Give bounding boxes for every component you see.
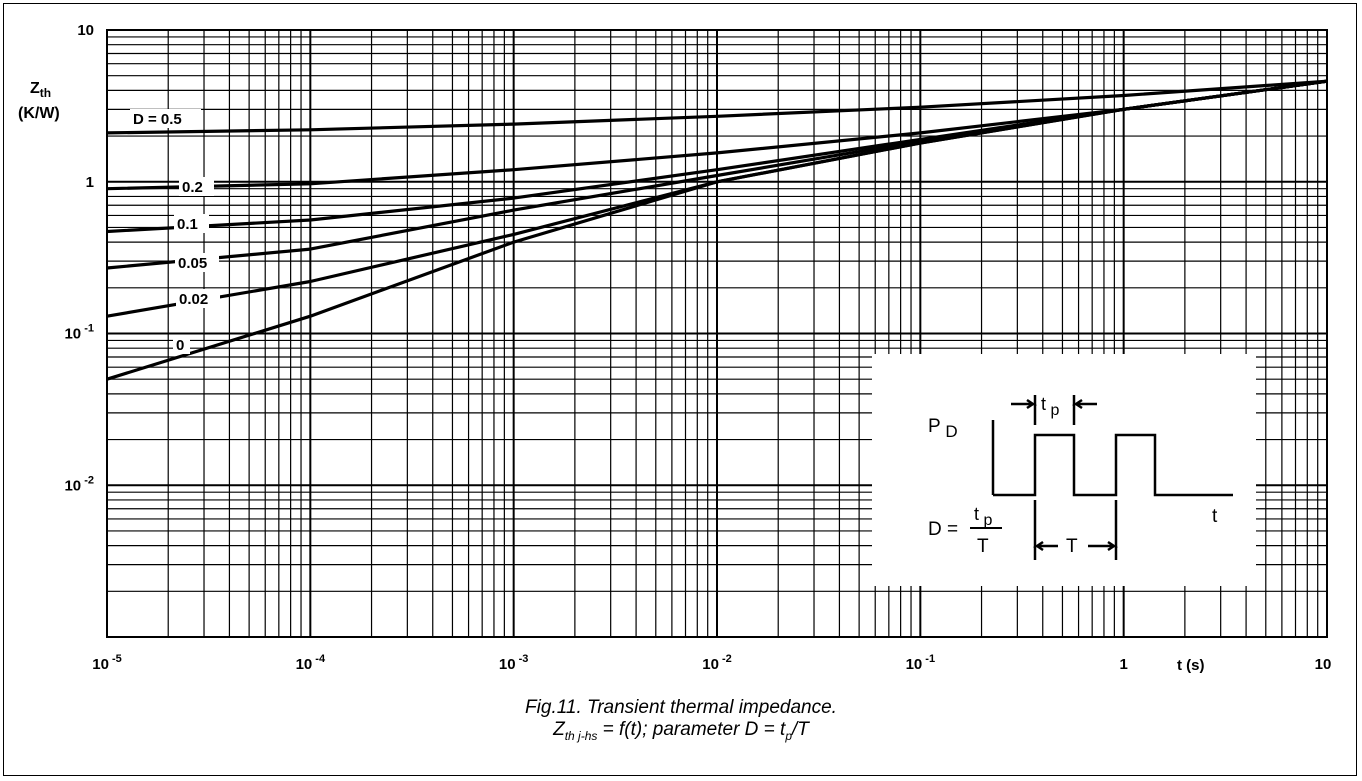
curve-label-bg: [174, 214, 209, 233]
curve-label-bg: [179, 177, 214, 196]
x-tick-label: 10 -1: [906, 653, 936, 673]
tick-labels: 10 -5 10 -4 10 -3 10 -2 10 -1 1 10 10 1 10 -1 10 -…: [18, 22, 1331, 674]
figure-caption: Fig.11. Transient thermal impedance. Zth…: [0, 697, 1362, 747]
tp-label: t p: [1041, 394, 1059, 419]
x-tick-label: 1: [1119, 656, 1127, 673]
x-tick-label: 10 -5: [92, 653, 122, 673]
curve-label: 0: [176, 337, 184, 354]
series-lines: [106, 79, 1328, 381]
caption-tp-sub: p: [785, 728, 793, 743]
y-tick-label: 10 -2: [64, 474, 94, 494]
x-tick-label: 10: [1315, 656, 1332, 673]
caption-tail: /T: [792, 719, 809, 740]
period-arrow-right: [1088, 540, 1119, 552]
curve-label: 0.02: [179, 291, 208, 308]
curve-label-bg: [130, 109, 201, 128]
duty-label: D =: [928, 519, 958, 540]
y-tick-label: 10: [77, 22, 94, 39]
curve-label-bg: [173, 335, 190, 354]
curve-label: 0.1: [177, 216, 198, 233]
curve-labels: D = 0.5 0.2 0.1 0.05 0.02 0: [130, 109, 220, 354]
caption-line-2: Zth j-hs = f(t); parameter D = tp/T: [0, 719, 1362, 747]
x-tick-label: 10 -3: [499, 653, 529, 673]
duty-numerator: t p: [974, 504, 992, 529]
caption-z: Z: [553, 719, 565, 740]
curve-label-bg: [175, 253, 219, 272]
pulse-inset: P D t p Tt D = t p T: [872, 354, 1256, 586]
duty-denominator: T: [977, 536, 989, 557]
tp-arrow-left: [1011, 398, 1038, 410]
caption-z-sub: th j-hs: [564, 728, 598, 743]
y-tick-label: 1: [86, 174, 94, 191]
series-line: [106, 79, 1328, 381]
pulse-waveform: [993, 433, 1233, 497]
caption-line-1: Fig.11. Transient thermal impedance.: [525, 697, 837, 718]
curve-label-bg: [176, 289, 220, 308]
period-arrow-left: [1032, 540, 1058, 552]
curve-label: 0.2: [182, 179, 203, 196]
time-label: t: [1212, 506, 1218, 527]
pd-label: P D: [928, 416, 958, 441]
x-tick-label: 10 -2: [702, 653, 732, 673]
series-line: [106, 79, 1328, 135]
tp-arrow-right: [1071, 398, 1097, 410]
caption-rest: = f(t); parameter D = t: [597, 719, 786, 740]
inset-box: [872, 354, 1256, 586]
y-tick-label: 10 -1: [64, 323, 94, 343]
x-tick-label: 10 -4: [296, 653, 326, 673]
curve-label: 0.05: [178, 255, 207, 272]
x-axis-label: t (s): [1177, 657, 1205, 674]
period-label: T: [1066, 536, 1078, 557]
y-axis-unit: (K/W): [18, 105, 60, 122]
plot-border: [106, 29, 1328, 638]
y-axis-label: Zth: [30, 80, 51, 100]
curve-label: D = 0.5: [133, 111, 182, 128]
